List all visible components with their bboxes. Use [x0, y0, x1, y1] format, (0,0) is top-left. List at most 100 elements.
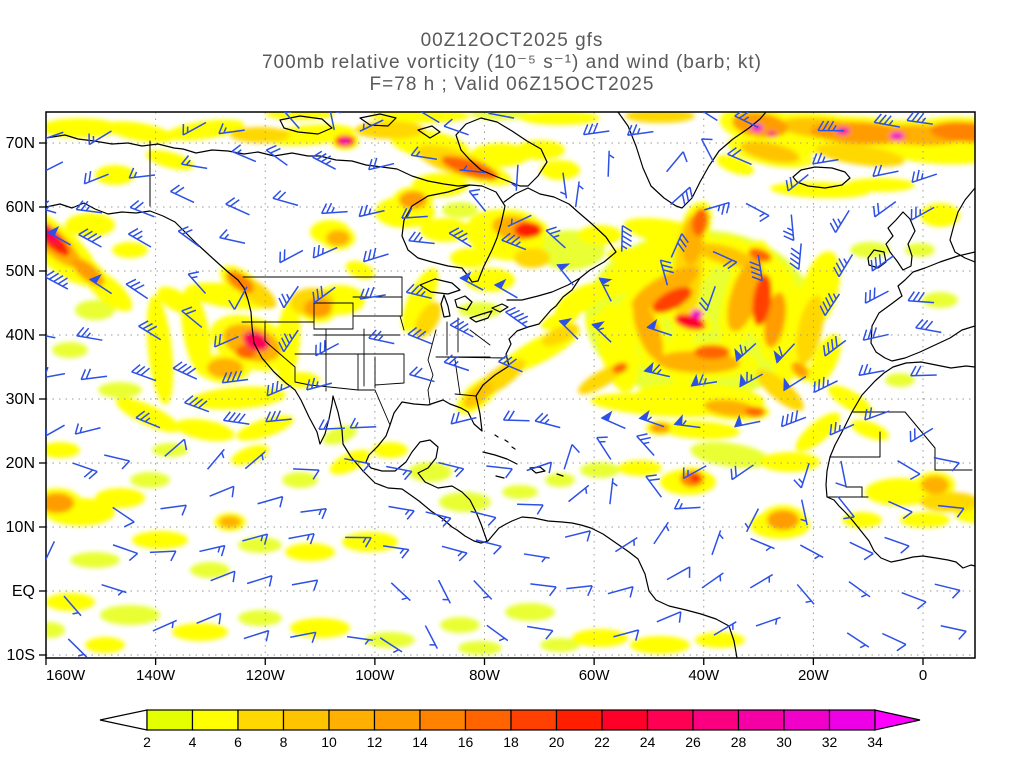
- colorbar-tick-label: 34: [867, 734, 883, 750]
- wind-barb: [749, 573, 774, 589]
- wind-barb: [727, 146, 752, 166]
- wind-barb: [46, 540, 56, 561]
- wind-barb: [101, 583, 127, 596]
- wind-barb: [910, 206, 935, 221]
- wind-barb: [288, 532, 315, 545]
- colorbar-tick-label: 12: [367, 734, 383, 750]
- map-frame: [45, 111, 976, 659]
- wind-barb: [312, 244, 338, 259]
- wind-barb: [390, 582, 411, 602]
- wind-barb: [646, 326, 673, 337]
- wind-barb: [800, 499, 808, 526]
- wind-barb: [915, 318, 942, 334]
- wind-barb: [933, 456, 960, 472]
- wind-barb: [783, 375, 807, 392]
- coastline-great-lakes: [419, 278, 509, 323]
- wind-barb: [645, 474, 663, 498]
- wind-barb: [210, 570, 236, 583]
- wind-barb: [884, 536, 910, 554]
- wind-barb: [776, 343, 796, 364]
- wind-barb: [666, 151, 688, 173]
- wind-barb: [408, 366, 435, 383]
- wind-barb: [131, 364, 157, 382]
- wind-barb: [517, 503, 544, 515]
- wind-barb: [448, 227, 472, 248]
- x-axis-tick-label: 100W: [355, 667, 395, 684]
- wind-barb: [358, 204, 385, 218]
- wind-barb: [80, 368, 108, 381]
- wind-barb: [278, 285, 299, 309]
- wind-barb: [682, 465, 707, 480]
- wind-barb: [206, 448, 225, 470]
- wind-barb: [321, 202, 348, 215]
- colorbar-tick-label: 10: [321, 734, 337, 750]
- wind-barb: [182, 121, 207, 136]
- wind-barb: [164, 438, 188, 457]
- wind-barb: [626, 124, 654, 136]
- wind-barb: [199, 544, 226, 557]
- wind-barb: [187, 271, 207, 294]
- wind-barb: [177, 226, 200, 248]
- y-axis-tick-label: 10N: [6, 519, 35, 536]
- wind-barb: [691, 374, 718, 387]
- wind-barb: [228, 286, 248, 310]
- wind-barb: [47, 231, 72, 246]
- wind-barb: [283, 112, 300, 130]
- wind-barb: [379, 637, 403, 654]
- wind-barb: [362, 247, 389, 263]
- wind-barb: [812, 152, 839, 165]
- wind-barb: [425, 511, 452, 527]
- wind-barb: [704, 201, 730, 215]
- wind-barb: [911, 169, 938, 183]
- wind-barb: [494, 284, 518, 299]
- figure-titles: 00Z12OCT2025 gfs 700mb relative vorticit…: [0, 30, 1024, 96]
- wind-barb: [125, 278, 149, 300]
- wind-barb: [359, 119, 384, 132]
- colorbar: 2 4 6 8 10 12 14 16 18 20 22 24 26 28 30 32 34: [99, 709, 921, 750]
- wind-barb: [545, 226, 566, 249]
- wind-barb: [864, 287, 889, 304]
- wind-barb: [530, 583, 557, 597]
- wind-barb: [673, 498, 701, 510]
- wind-barb: [591, 323, 612, 343]
- wind-barb: [278, 329, 299, 353]
- y-axis-tick-label: 20N: [6, 455, 35, 472]
- wind-barb: [870, 254, 895, 272]
- wind-barb: [793, 462, 810, 489]
- wind-barb: [534, 412, 561, 429]
- wind-barb: [74, 423, 101, 435]
- x-axis-tick-label: 40W: [688, 667, 720, 684]
- coastline-caribbean: [482, 434, 564, 479]
- wind-barb: [511, 164, 519, 191]
- wind-barb: [596, 436, 612, 460]
- wind-barb: [614, 537, 638, 553]
- coastline-arctic: [46, 134, 471, 187]
- wind-barb: [46, 161, 64, 172]
- wind-barb: [822, 335, 847, 357]
- colorbar-tick-label: 32: [822, 734, 838, 750]
- wind-barb: [63, 595, 82, 617]
- wind-barb: [498, 354, 523, 373]
- wind-barb: [556, 264, 574, 286]
- wind-barb: [907, 291, 935, 304]
- y-axis-tick-label: 50N: [6, 263, 35, 280]
- wind-barb: [813, 376, 838, 394]
- wind-barb: [209, 485, 235, 498]
- wind-barb: [315, 340, 340, 357]
- wind-barb: [290, 631, 317, 643]
- wind-barb: [368, 157, 395, 171]
- wind-barb: [420, 112, 440, 124]
- wind-barb: [712, 250, 738, 270]
- wind-barb: [438, 461, 465, 478]
- wind-barb: [83, 170, 109, 185]
- wind-barb: [653, 521, 670, 545]
- wind-barb: [526, 461, 553, 474]
- us-state-borders: [241, 276, 506, 426]
- wind-barb: [382, 545, 410, 559]
- wind-barb: [574, 181, 584, 208]
- wind-barb: [702, 112, 718, 122]
- wind-barb: [46, 366, 66, 378]
- wind-barb: [346, 635, 373, 645]
